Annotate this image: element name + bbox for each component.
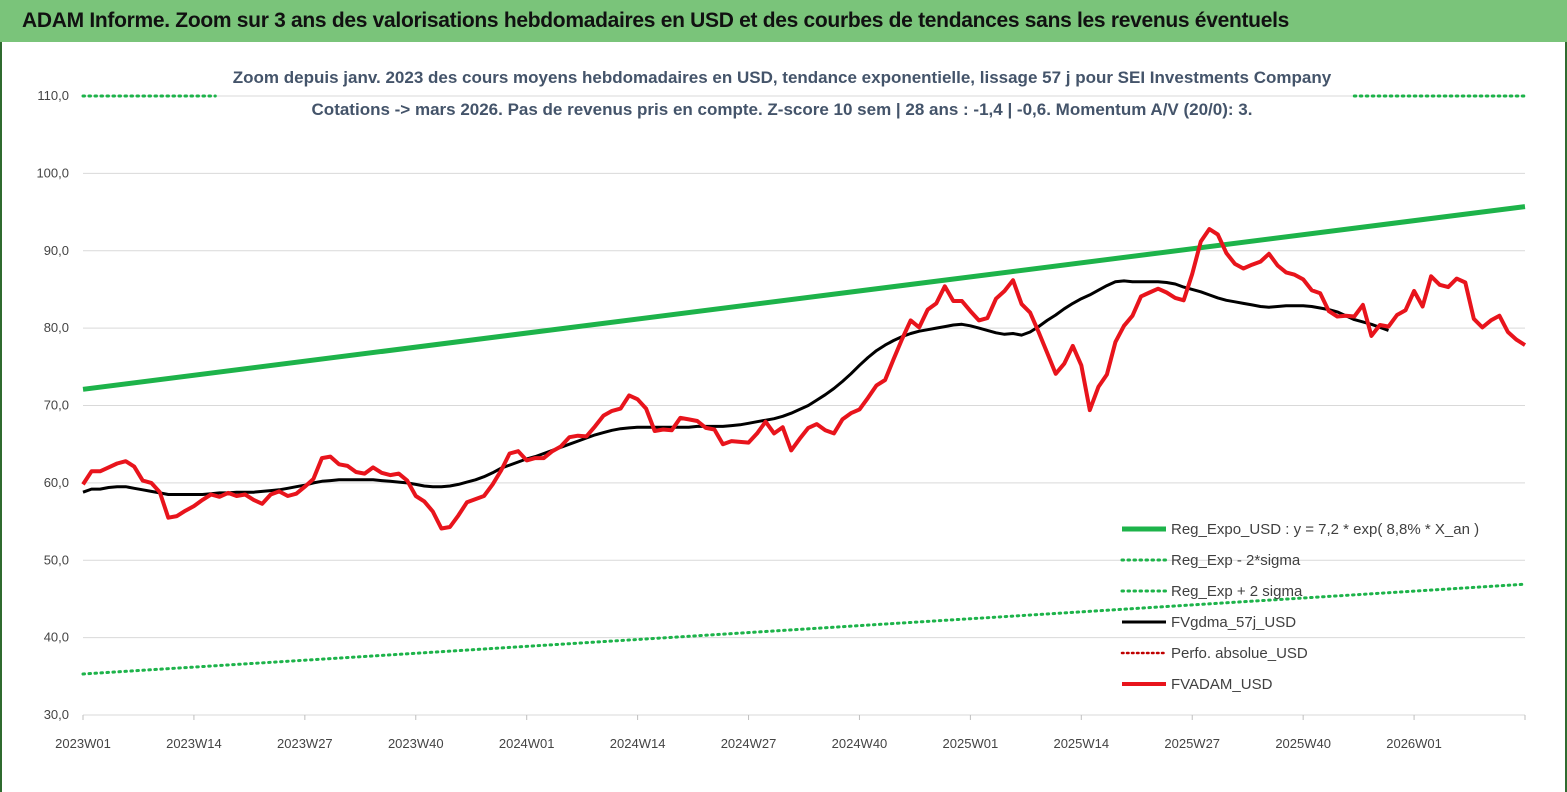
y-tick-label: 110,0	[37, 88, 69, 103]
y-tick-label: 70,0	[44, 398, 69, 413]
series-line-reg-expo	[82, 204, 1526, 392]
x-tick-label: 2026W01	[1386, 736, 1442, 751]
valuation-chart: Zoom depuis janv. 2023 des cours moyens …	[36, 68, 1527, 751]
x-tick-label: 2024W01	[499, 736, 555, 751]
x-tick-label: 2025W27	[1164, 736, 1220, 751]
y-axis-ticks: 30,0 40,0 50,0 60,0 70,0 80,0 90,0 100,0 110,0	[36, 88, 69, 722]
y-tick-label: 100,0	[36, 165, 69, 180]
legend-label-perfo: Perfo. absolue_USD	[1171, 645, 1308, 662]
chart-frame: Zoom depuis janv. 2023 des cours moyens …	[0, 42, 1567, 792]
legend-label-reg-plus: Reg_Exp + 2 sigma	[1171, 583, 1303, 600]
x-tick-label: 2025W01	[943, 736, 999, 751]
x-tick-label: 2023W40	[388, 736, 444, 751]
y-tick-label: 90,0	[44, 243, 69, 258]
chart-legend: Reg_Expo_USD : y = 7,2 * exp( 8,8% * X_a…	[1120, 521, 1479, 693]
legend-label-reg-expo: Reg_Expo_USD : y = 7,2 * exp( 8,8% * X_a…	[1171, 521, 1479, 538]
series-line-fvadam	[81, 227, 1527, 531]
x-tick-label: 2024W14	[610, 736, 666, 751]
x-tick-label: 2025W40	[1275, 736, 1331, 751]
x-tick-label: 2023W27	[277, 736, 333, 751]
chart-title-line-1: Zoom depuis janv. 2023 des cours moyens …	[233, 68, 1332, 87]
series-line-fvgdma	[82, 279, 1389, 496]
chart-title-line-2: Cotations -> mars 2026. Pas de revenus p…	[312, 100, 1253, 119]
series-line-reg-minus	[81, 582, 1527, 676]
report-title: ADAM Informe. Zoom sur 3 ans des valoris…	[22, 9, 1289, 32]
x-tick-label: 2024W40	[832, 736, 888, 751]
y-tick-label: 40,0	[44, 630, 69, 645]
legend-label-fvgdma: FVgdma_57j_USD	[1171, 614, 1296, 631]
x-axis-ticks: 2023W01 2023W14 2023W27 2023W40 2024W01 2024W…	[55, 715, 1526, 751]
y-tick-label: 50,0	[44, 552, 69, 567]
x-tick-label: 2023W14	[166, 736, 222, 751]
gridlines	[83, 95, 1525, 639]
y-tick-label: 80,0	[44, 320, 69, 335]
report-banner: ADAM Informe. Zoom sur 3 ans des valoris…	[0, 0, 1567, 42]
x-tick-label: 2023W01	[55, 736, 111, 751]
x-tick-label: 2025W14	[1053, 736, 1109, 751]
y-tick-label: 30,0	[44, 707, 69, 722]
series-layer	[81, 94, 1527, 676]
x-tick-label: 2024W27	[721, 736, 777, 751]
legend-label-fvadam: FVADAM_USD	[1171, 676, 1273, 693]
y-tick-label: 60,0	[44, 475, 69, 490]
legend-label-reg-minus: Reg_Exp - 2*sigma	[1171, 552, 1301, 569]
